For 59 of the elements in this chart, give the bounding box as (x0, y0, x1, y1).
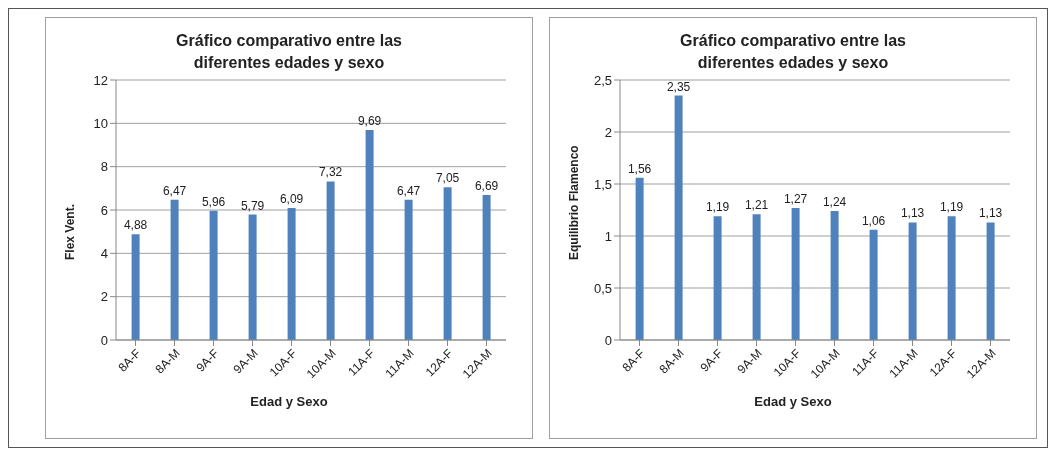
data-label: 1,19 (705, 200, 730, 215)
y-tick-label: 2 (100, 289, 108, 305)
y-axis-title: Equilibrio Flamenco (567, 145, 582, 260)
data-label: 5,79 (240, 198, 265, 213)
data-label: 1,24 (822, 195, 847, 210)
bar (830, 211, 839, 340)
y-tick-label: 2 (604, 124, 612, 140)
data-label: 1,13 (978, 206, 1003, 221)
data-label: 1,21 (744, 198, 769, 213)
chart-title: Gráfico comparativo entre las diferentes edades y sexo (679, 31, 907, 73)
bar (482, 195, 491, 340)
data-label: 1,27 (783, 191, 808, 206)
bar (287, 208, 296, 340)
bar (131, 234, 140, 340)
data-label: 6,09 (279, 192, 304, 207)
y-tick-label: 10 (93, 115, 108, 131)
bar (947, 216, 956, 340)
y-tick-label: 12 (93, 72, 108, 88)
y-tick-label: 0 (100, 332, 108, 348)
bar (869, 229, 878, 340)
y-tick-label: 1 (604, 228, 612, 244)
bar (209, 210, 218, 340)
y-tick-label: 0,5 (593, 280, 612, 296)
data-label: 7,32 (318, 165, 343, 180)
bar (404, 199, 413, 340)
bar (365, 130, 374, 340)
bar (791, 207, 800, 340)
data-label: 6,47 (396, 183, 421, 198)
bar (908, 222, 917, 340)
x-axis-title: Edad y Sexo (753, 394, 833, 409)
data-label: 1,13 (900, 206, 925, 221)
data-label: 6,47 (162, 183, 187, 198)
bar (986, 222, 995, 340)
data-label: 2,35 (666, 79, 691, 94)
bar (635, 177, 644, 340)
data-label: 6,69 (474, 179, 499, 194)
bar (443, 187, 452, 340)
data-label: 7,05 (435, 171, 460, 186)
data-label: 5,96 (201, 194, 226, 209)
bar (248, 214, 257, 340)
data-label: 4,88 (123, 218, 148, 233)
y-axis-title: Flex Vent. (63, 203, 78, 260)
y-tick-label: 2,5 (593, 72, 612, 88)
y-tick-label: 1,5 (593, 176, 612, 192)
bar (713, 216, 722, 340)
y-tick-label: 8 (100, 159, 108, 175)
y-tick-label: 6 (100, 202, 108, 218)
bar (170, 199, 179, 340)
bar (752, 214, 761, 340)
bar (326, 181, 335, 340)
y-tick-label: 4 (100, 245, 108, 261)
data-label: 1,56 (627, 161, 652, 176)
y-tick-label: 0 (604, 332, 612, 348)
data-label: 1,19 (939, 200, 964, 215)
x-axis-title: Edad y Sexo (249, 394, 329, 409)
data-label: 9,69 (357, 114, 382, 129)
chart-title: Gráfico comparativo entre las diferentes edades y sexo (175, 31, 403, 73)
data-label: 1,06 (861, 213, 886, 228)
bar (674, 95, 683, 340)
